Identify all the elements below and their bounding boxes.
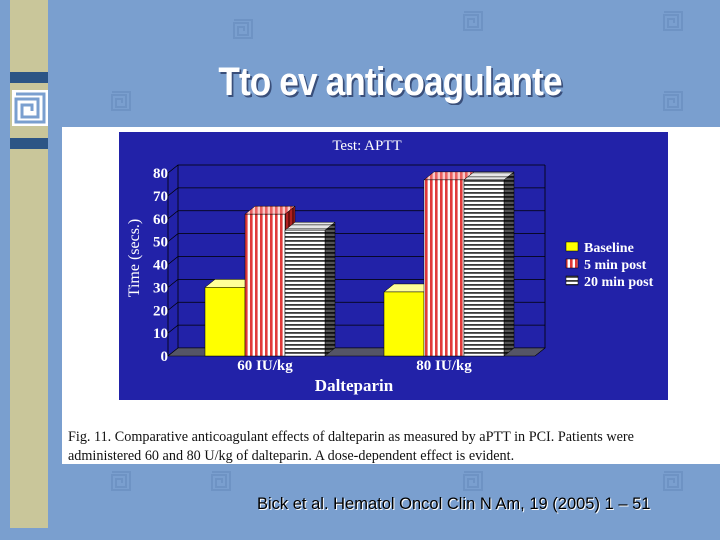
y-tick-label: 40 (153, 258, 168, 274)
y-tick-label: 60 (153, 212, 168, 228)
y-tick-label: 20 (153, 303, 168, 319)
y-tick-labels: 0 10 20 30 40 50 60 70 80 (153, 166, 168, 365)
x-tick-label: 80 IU/kg (416, 358, 472, 374)
spiral-decoration-icon (211, 471, 231, 491)
bar-2-0 (284, 221, 336, 357)
legend-label: 5 min post (584, 258, 647, 273)
bar-front (284, 229, 326, 357)
y-tick-label: 50 (153, 235, 168, 251)
y-tick-label: 10 (153, 326, 168, 342)
legend-label: Baseline (584, 241, 634, 256)
spiral-decoration-icon (463, 11, 483, 31)
x-tick-labels: 60 IU/kg 80 IU/kg (237, 358, 472, 374)
bars-group (204, 171, 515, 357)
caption-line-1: Fig. 11. Comparative anticoagulant effec… (68, 429, 634, 445)
legend: Baseline 5 min post 20 min post (565, 241, 654, 290)
left-band-bottom (10, 138, 48, 149)
spiral-decoration-icon (111, 91, 131, 111)
spiral-decoration-icon (663, 471, 683, 491)
y-axis-label: Time (secs.) (126, 219, 143, 298)
legend-swatch (565, 241, 579, 252)
y-tick-label: 70 (153, 189, 168, 205)
left-band-top (10, 72, 48, 83)
caption-line-2: administered 60 and 80 U/kg of daltepari… (68, 448, 515, 464)
bar-front (244, 213, 286, 357)
legend-swatch (565, 258, 579, 269)
y-tick-label: 80 (153, 166, 168, 182)
figure-caption: Fig. 11. Comparative anticoagulant effec… (68, 428, 720, 466)
y-tick-label: 30 (153, 280, 168, 296)
x-axis-label: Dalteparin (315, 376, 394, 395)
spiral-decoration-icon (663, 11, 683, 31)
spiral-decoration-icon (233, 19, 253, 39)
legend-swatch (565, 275, 579, 286)
spiral-decoration-icon (111, 471, 131, 491)
x-tick-label: 60 IU/kg (237, 358, 293, 374)
bar-2-1 (463, 171, 515, 357)
bar-front (204, 287, 246, 357)
chart-title: Test: APTT (332, 138, 401, 154)
slide-title: Tto ev anticoagulante (218, 60, 562, 104)
bar-side (503, 171, 515, 357)
bar-front (463, 179, 505, 357)
y-tick-label: 0 (161, 349, 169, 365)
legend-label: 20 min post (584, 275, 654, 290)
spiral-decoration-icon (663, 91, 683, 111)
spiral-logo-icon (12, 90, 48, 126)
bar-front (423, 179, 465, 357)
bar-side (324, 221, 336, 357)
left-decorative-stripe (10, 0, 48, 528)
bar-front (383, 291, 425, 357)
citation: Bick et al. Hematol Oncol Clin N Am, 19 … (257, 495, 651, 513)
spiral-decoration-icon (463, 471, 483, 491)
